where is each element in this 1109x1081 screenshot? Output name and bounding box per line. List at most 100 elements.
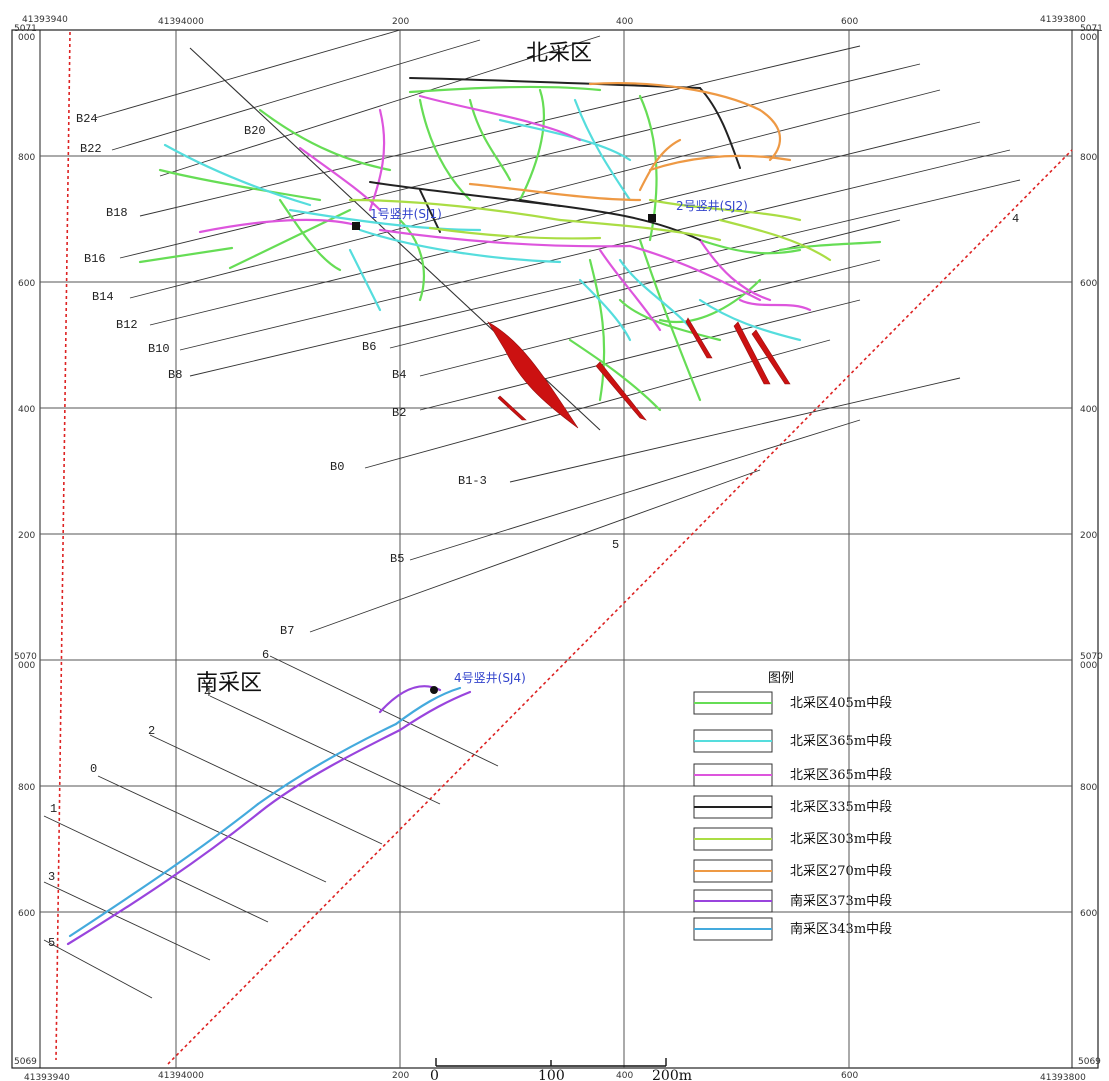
tunnels-north-365-magenta	[198, 94, 812, 332]
legend-label-7: 南采区343m中段	[790, 921, 892, 937]
svg-text:400: 400	[18, 405, 35, 415]
ore-bodies	[487, 317, 791, 429]
svg-text:600: 600	[1080, 279, 1097, 289]
legend-label-5: 北采区270m中段	[790, 864, 892, 879]
tunnels-north-303	[348, 198, 832, 262]
y-ticks-right: 000 800 600 400 200 000 800 600	[1080, 33, 1097, 919]
tunnels-north-405	[138, 85, 882, 412]
svg-text:600: 600	[18, 909, 35, 919]
svg-text:B14: B14	[92, 290, 114, 304]
coord-bottom-right-sub: 5069	[1078, 1057, 1101, 1067]
svg-text:800: 800	[1080, 783, 1097, 793]
svg-text:600: 600	[1080, 909, 1097, 919]
exploration-lines-south	[43, 655, 499, 999]
legend-title: 图例	[768, 671, 794, 686]
svg-text:B5: B5	[390, 552, 404, 566]
svg-text:B2: B2	[392, 406, 406, 420]
line-labels-south: 6 4 2 0 1 3 5	[48, 648, 269, 950]
line-labels-north: B24 B22 B20 B18 B16 B14 B12 B10 B8 B6 B4…	[76, 112, 487, 638]
x-ticks-top: 41394000 200 400 600	[158, 17, 858, 27]
svg-text:000: 000	[18, 33, 35, 43]
map-frame	[11, 29, 1099, 1069]
svg-text:200: 200	[392, 1071, 409, 1081]
svg-text:200: 200	[392, 17, 409, 27]
svg-text:B16: B16	[84, 252, 106, 266]
svg-text:B22: B22	[80, 142, 102, 156]
svg-text:000: 000	[18, 661, 35, 671]
svg-text:600: 600	[841, 17, 858, 27]
svg-text:B8: B8	[168, 368, 182, 382]
coord-top-left: 41393940	[22, 15, 68, 25]
scale-bar: 0 100 200m	[430, 1058, 692, 1081]
x-ticks-bottom: 41394000 200 400 600	[158, 1071, 858, 1081]
svg-text:200: 200	[18, 531, 35, 541]
svg-text:800: 800	[1080, 153, 1097, 163]
coord-top-left-sub: 5071	[14, 24, 37, 34]
svg-text:B18: B18	[106, 206, 128, 220]
coord-bottom-left-sub: 5069	[14, 1057, 37, 1067]
shaft-label-sj2: 2号竖井(SJ2)	[676, 199, 748, 213]
svg-text:400: 400	[1080, 405, 1097, 415]
shaft-label-sj1: 1号竖井(SJ1)	[370, 207, 442, 221]
svg-text:B20: B20	[244, 124, 266, 138]
tunnels-north-365-cyan	[163, 98, 802, 342]
svg-text:000: 000	[1080, 661, 1097, 671]
svg-text:41394000: 41394000	[158, 17, 204, 27]
red-boundary-lines	[55, 31, 1073, 1065]
coord-mid-right-sub: 5070	[1080, 652, 1103, 662]
svg-text:B7: B7	[280, 624, 294, 638]
svg-text:B1-3: B1-3	[458, 474, 487, 488]
svg-text:6: 6	[262, 648, 269, 662]
svg-text:1: 1	[50, 802, 57, 816]
coord-top-right-sub: 5071	[1080, 24, 1103, 34]
svg-text:B24: B24	[76, 112, 98, 126]
svg-text:800: 800	[18, 153, 35, 163]
y-ticks-left: 000 800 600 400 200 000 800 600	[18, 33, 35, 919]
south-area-title: 南采区	[196, 671, 262, 696]
svg-text:0: 0	[90, 762, 97, 776]
legend-label-4: 北采区303m中段	[790, 832, 892, 847]
svg-text:400: 400	[616, 1071, 633, 1081]
svg-text:2: 2	[148, 724, 155, 738]
north-area-title: 北采区	[526, 41, 592, 66]
svg-text:600: 600	[841, 1071, 858, 1081]
svg-text:5: 5	[48, 936, 55, 950]
coord-top-right: 41393800	[1040, 15, 1086, 25]
boundary-mark-5: 5	[612, 538, 619, 552]
legend-label-2: 北采区365m中段	[790, 768, 892, 783]
svg-text:B4: B4	[392, 368, 406, 382]
svg-text:600: 600	[18, 279, 35, 289]
svg-text:200: 200	[1080, 531, 1097, 541]
svg-text:3: 3	[48, 870, 55, 884]
horizontal-grid	[40, 155, 1072, 913]
svg-text:41394000: 41394000	[158, 1071, 204, 1081]
scale-tick-200: 200m	[652, 1068, 692, 1081]
legend-label-0: 北采区405m中段	[790, 696, 892, 711]
exploration-lines-north	[94, 29, 1021, 633]
tunnels-south-343	[68, 686, 462, 938]
shaft-markers	[352, 214, 656, 694]
legend-label-6: 南采区373m中段	[790, 893, 892, 909]
legend-label-1: 北采区365m中段	[790, 734, 892, 749]
svg-text:B10: B10	[148, 342, 170, 356]
svg-text:800: 800	[18, 783, 35, 793]
tunnels-north-270	[468, 82, 792, 202]
shaft-label-sj4: 4号竖井(SJ4)	[454, 671, 526, 685]
boundary-mark-4: 4	[1012, 212, 1019, 226]
legend: 图例 北采区405m中段 北采区365m中段 北采区365m中段 北采区335m…	[693, 671, 892, 941]
svg-text:B12: B12	[116, 318, 138, 332]
coord-bottom-left: 41393940	[24, 1073, 70, 1081]
coord-mid-left-sub: 5070	[14, 652, 37, 662]
tunnels-south-373	[66, 685, 472, 946]
svg-text:B0: B0	[330, 460, 344, 474]
coord-bottom-right: 41393800	[1040, 1073, 1086, 1081]
svg-text:B6: B6	[362, 340, 376, 354]
scale-tick-100: 100	[538, 1068, 565, 1081]
scale-tick-0: 0	[430, 1068, 439, 1081]
svg-text:000: 000	[1080, 33, 1097, 43]
vertical-grid	[175, 30, 850, 1068]
legend-label-3: 北采区335m中段	[790, 800, 892, 815]
svg-text:400: 400	[616, 17, 633, 27]
svg-text:4: 4	[204, 686, 211, 700]
